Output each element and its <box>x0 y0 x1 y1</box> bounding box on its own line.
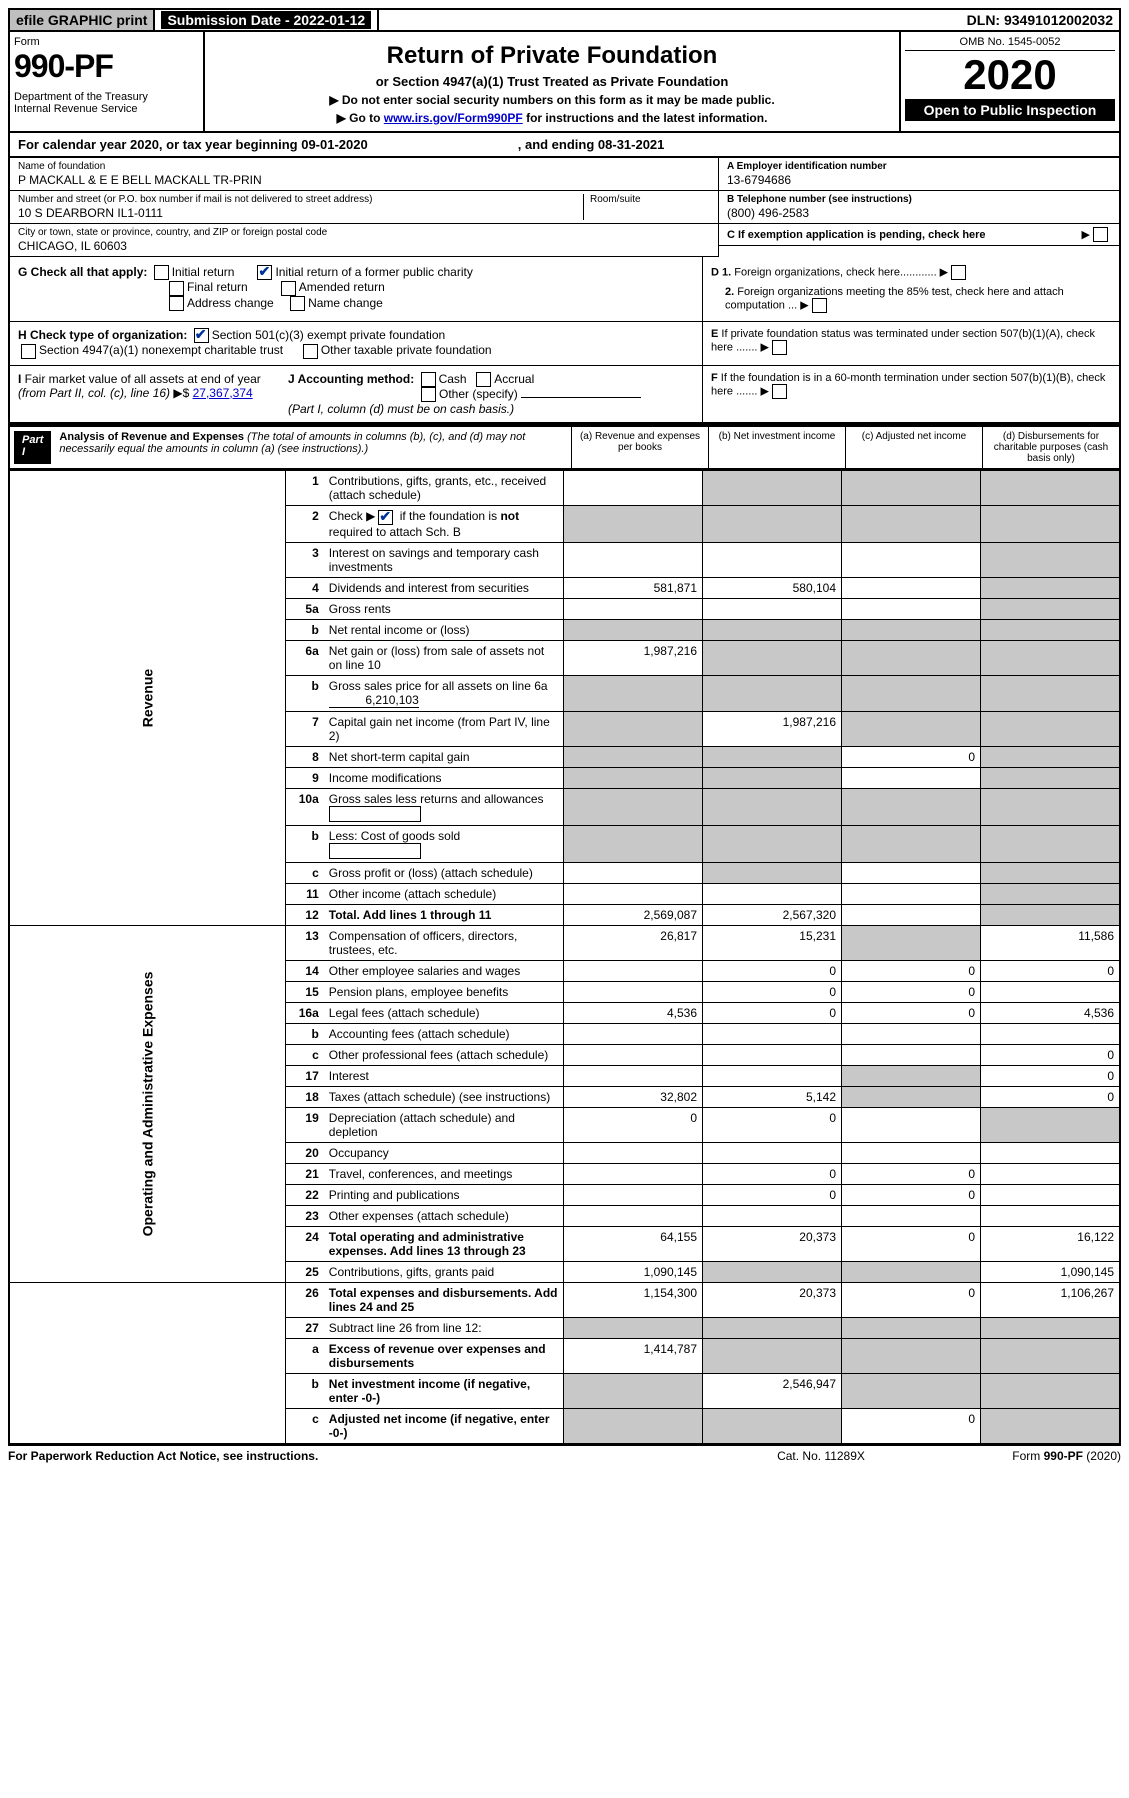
identification-block: Name of foundation P MACKALL & E E BELL … <box>8 158 1121 257</box>
note-ssn: ▶ Do not enter social security numbers o… <box>211 93 893 107</box>
e-checkbox[interactable] <box>772 340 787 355</box>
part-i-header: Part I Analysis of Revenue and Expenses … <box>8 425 1121 469</box>
col-d-header: (d) Disbursements for charitable purpose… <box>982 427 1119 468</box>
schb-checkbox[interactable] <box>378 510 393 525</box>
form-header: Form 990-PF Department of the Treasury I… <box>8 32 1121 133</box>
j-other-checkbox[interactable] <box>421 387 436 402</box>
j-note: (Part I, column (d) must be on cash basi… <box>288 402 514 416</box>
department-label: Department of the Treasury Internal Reve… <box>14 91 199 115</box>
calendar-year-row: For calendar year 2020, or tax year begi… <box>8 133 1121 158</box>
paperwork-notice: For Paperwork Reduction Act Notice, see … <box>8 1449 721 1463</box>
g-initial-return-checkbox[interactable] <box>154 265 169 280</box>
ein-label: A Employer identification number <box>727 161 1111 172</box>
foundation-name: P MACKALL & E E BELL MACKALL TR-PRIN <box>18 173 710 187</box>
h-other-checkbox[interactable] <box>303 344 318 359</box>
fmv-link[interactable]: 27,367,374 <box>193 386 253 400</box>
form-number: 990-PF <box>14 48 199 85</box>
g-name-checkbox[interactable] <box>290 296 305 311</box>
dln-label: DLN: 93491012002032 <box>961 10 1119 30</box>
cat-number: Cat. No. 11289X <box>721 1449 921 1463</box>
expenses-side-label: Operating and Administrative Expenses <box>139 971 155 1236</box>
efile-button[interactable]: efile GRAPHIC print <box>10 10 155 30</box>
g-final-checkbox[interactable] <box>169 281 184 296</box>
j-accrual-checkbox[interactable] <box>476 372 491 387</box>
form-footer-label: Form 990-PF (2020) <box>921 1449 1121 1463</box>
col-b-header: (b) Net investment income <box>708 427 845 468</box>
room-label: Room/suite <box>590 194 710 205</box>
g-initial-former-checkbox[interactable] <box>257 265 272 280</box>
address-value: 10 S DEARBORN IL1-0111 <box>18 206 583 220</box>
city-label: City or town, state or province, country… <box>18 227 710 238</box>
revenue-side-label: Revenue <box>139 566 155 831</box>
top-bar: efile GRAPHIC print Submission Date - 20… <box>8 8 1121 32</box>
exemption-label: C If exemption application is pending, c… <box>727 229 1082 241</box>
form-title: Return of Private Foundation <box>211 42 893 70</box>
submission-date: Submission Date - 2022-01-12 <box>155 10 379 30</box>
part-label: Part I <box>14 431 51 464</box>
d2-checkbox[interactable] <box>812 298 827 313</box>
form-label: Form <box>14 36 199 48</box>
omb-number: OMB No. 1545-0052 <box>905 36 1115 51</box>
col-c-header: (c) Adjusted net income <box>845 427 982 468</box>
g-label: G Check all that apply: <box>18 265 147 279</box>
address-label: Number and street (or P.O. box number if… <box>18 194 583 205</box>
h-label: H Check type of organization: <box>18 328 187 342</box>
g-amended-checkbox[interactable] <box>281 281 296 296</box>
section-g-d: G Check all that apply: Initial return I… <box>8 257 1121 322</box>
d1-checkbox[interactable] <box>951 265 966 280</box>
name-label: Name of foundation <box>18 161 710 172</box>
city-value: CHICAGO, IL 60603 <box>18 239 710 253</box>
phone-label: B Telephone number (see instructions) <box>727 194 1111 205</box>
ein-value: 13-6794686 <box>727 173 1111 187</box>
instructions-link[interactable]: www.irs.gov/Form990PF <box>384 111 523 125</box>
tax-year: 2020 <box>905 51 1115 99</box>
f-checkbox[interactable] <box>772 384 787 399</box>
page-footer: For Paperwork Reduction Act Notice, see … <box>8 1445 1121 1463</box>
h-501c3-checkbox[interactable] <box>194 328 209 343</box>
g-address-checkbox[interactable] <box>169 296 184 311</box>
phone-value: (800) 496-2583 <box>727 206 1111 220</box>
j-label: J Accounting method: <box>288 372 414 386</box>
exemption-checkbox[interactable] <box>1093 227 1108 242</box>
col-a-header: (a) Revenue and expenses per books <box>571 427 708 468</box>
h-4947-checkbox[interactable] <box>21 344 36 359</box>
part-i-table: Revenue 1Contributions, gifts, grants, e… <box>8 469 1121 1444</box>
section-i-j-f: I Fair market value of all assets at end… <box>8 366 1121 426</box>
section-h-e: H Check type of organization: Section 50… <box>8 322 1121 366</box>
note-link: ▶ Go to www.irs.gov/Form990PF for instru… <box>211 111 893 125</box>
inspection-badge: Open to Public Inspection <box>905 99 1115 121</box>
form-subtitle: or Section 4947(a)(1) Trust Treated as P… <box>211 74 893 89</box>
j-cash-checkbox[interactable] <box>421 372 436 387</box>
